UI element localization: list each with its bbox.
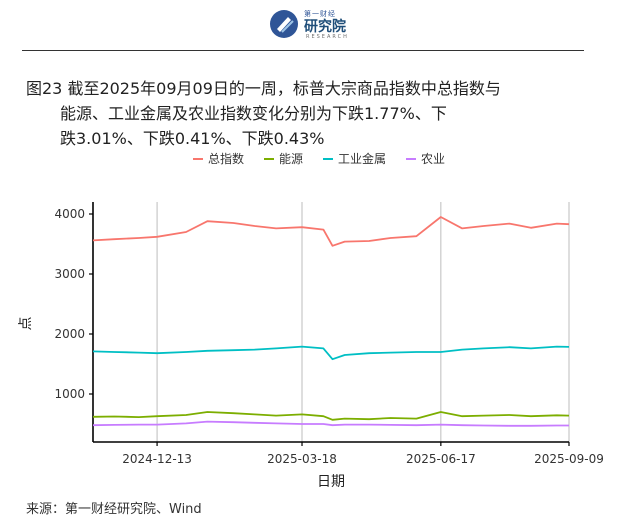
logo-main-text: 研究院 [304, 19, 346, 35]
legend-label-1: 总指数 [208, 151, 244, 166]
logo-top-text: 第一财经 [304, 10, 336, 18]
logo: 第一财经 研究院 RESEARCH [268, 6, 372, 44]
header-divider [22, 50, 584, 51]
y-tick-label-3: 3000 [54, 267, 85, 281]
y-tick-label-1: 1000 [54, 387, 85, 401]
logo-sub-text: RESEARCH [306, 34, 349, 40]
series-line-2 [92, 411, 570, 421]
logo-mark-icon [270, 10, 298, 38]
x-axis-title: 日期 [317, 474, 345, 490]
figure-title-line-2: 能源、工业金属及农业指数变化分别为下跌1.77%、下 [60, 104, 447, 123]
series-line-3 [92, 345, 570, 361]
figure-title-line-1: 图23 截至2025年09月09日的一周，标普大宗商品指数中总指数与 [26, 79, 501, 98]
x-tick-label-3: 2025-06-17 [406, 452, 476, 466]
y-axis-title: 点 [18, 317, 34, 331]
series-line-1 [92, 216, 570, 247]
series-line-4 [92, 420, 569, 427]
x-tick-label-2: 2025-03-18 [267, 452, 337, 466]
figure-title: 图23 截至2025年09月09日的一周，标普大宗商品指数中总指数与 能源、工业… [26, 76, 606, 151]
y-tick-label-4: 4000 [54, 207, 85, 221]
source-note: 来源：第一财经研究院、Wind [26, 502, 202, 517]
legend-label-2: 能源 [279, 152, 303, 166]
y-tick-label-2: 2000 [54, 327, 85, 341]
line-chart: 总指数 能源 工业金属 农业 1000 2000 3000 4000 2024-12-13 202… [18, 151, 604, 490]
legend-label-4: 农业 [421, 152, 445, 166]
x-tick-label-4: 2025-09-09 [534, 452, 604, 466]
legend-label-3: 工业金属 [338, 151, 386, 166]
figure-title-line-3: 跌3.01%、下跌0.41%、下跌0.43% [60, 129, 325, 148]
x-tick-label-1: 2024-12-13 [122, 452, 192, 466]
